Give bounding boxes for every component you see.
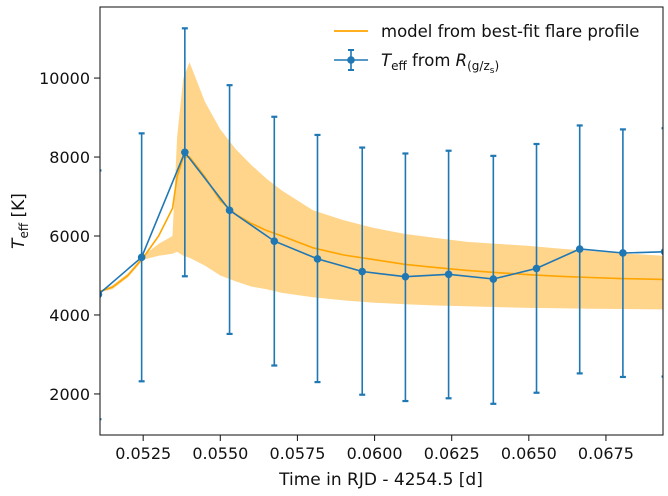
data-point	[660, 248, 663, 256]
y-tick-label: 6000	[49, 227, 90, 246]
x-tick-label: 0.0550	[192, 444, 248, 463]
y-axis-label: Teff [K]	[9, 193, 31, 249]
data-point	[619, 249, 627, 257]
x-tick-label: 0.0675	[578, 444, 634, 463]
y-tick-label: 8000	[49, 148, 90, 167]
data-point	[575, 245, 584, 253]
y-axis-ticks: 2000 4000 6000 8000 10000	[39, 69, 100, 404]
legend-measured-label: Teff from R(g/zs)	[381, 51, 499, 76]
plot-area	[100, 27, 663, 421]
data-point	[100, 290, 103, 298]
plot-frame	[99, 6, 664, 436]
model-uncertainty-band	[100, 62, 663, 310]
measured-markers	[100, 148, 663, 298]
legend: model from best-fit flare profile Teff f…	[334, 22, 639, 76]
x-tick-label: 0.0650	[501, 444, 557, 463]
data-point	[313, 255, 322, 263]
x-tick-label: 0.0525	[115, 444, 171, 463]
legend-model-label: model from best-fit flare profile	[381, 22, 639, 41]
data-point	[532, 264, 541, 273]
legend-measured-swatch	[334, 49, 368, 71]
data-point	[358, 267, 367, 276]
data-point	[137, 253, 146, 262]
x-tick-label: 0.0625	[424, 444, 480, 463]
data-point	[401, 272, 410, 281]
data-point	[444, 270, 453, 279]
data-point	[270, 237, 279, 245]
x-tick-label: 0.0600	[347, 444, 403, 463]
model-line	[100, 156, 663, 293]
data-point	[489, 275, 498, 283]
x-tick-label: 0.0575	[269, 444, 325, 463]
x-axis-ticks: 0.0525 0.0550 0.0575 0.0600 0.0625 0.0650 0.06…	[115, 435, 634, 463]
y-tick-label: 2000	[49, 385, 90, 404]
data-point	[225, 206, 234, 215]
y-tick-label: 10000	[39, 69, 90, 88]
legend-measured-marker	[347, 56, 355, 64]
data-point	[181, 148, 189, 157]
y-tick-label: 4000	[49, 306, 90, 325]
measured-line	[100, 150, 663, 295]
x-axis-label: Time in RJD - 4254.5 [d]	[278, 470, 483, 490]
